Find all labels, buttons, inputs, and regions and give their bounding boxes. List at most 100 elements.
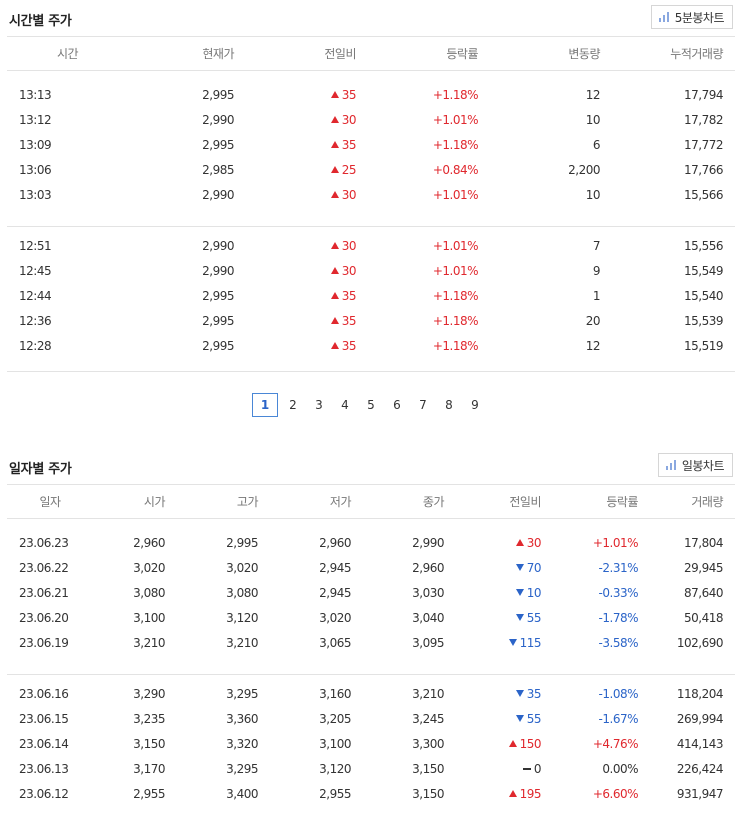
col-price: 현재가: [118, 36, 246, 71]
date-cell: 23.06.13: [19, 762, 69, 776]
low-cell: 3,020: [319, 611, 351, 625]
daily-row: 23.06.15 3,235 3,360 3,205 3,245 55 -1.67% 269,…: [7, 707, 735, 732]
daily-chart-label: 일봉차트: [681, 458, 725, 473]
rate-cell: -1.08%: [598, 687, 639, 701]
rate-cell: +1.01%: [432, 239, 479, 253]
price-cell: 2,995: [202, 339, 234, 353]
diff-value: 195: [519, 787, 542, 801]
daily-row: 23.06.16 3,290 3,295 3,160 3,210 35 -1.08% 118,…: [7, 682, 735, 707]
page-link-4[interactable]: 4: [341, 398, 349, 412]
change-cell: 1: [592, 289, 601, 303]
close-cell: 2,990: [412, 536, 444, 550]
intraday-row: 12:51 2,990 30 +1.01% 7 15,556: [7, 234, 735, 259]
page-link-9[interactable]: 9: [471, 398, 479, 412]
close-cell: 3,245: [412, 712, 444, 726]
page-link-1[interactable]: 1: [252, 393, 278, 417]
col-close: 종가: [363, 484, 456, 519]
volume-cell: 87,640: [684, 586, 724, 600]
diff-value: 30: [341, 264, 357, 278]
daily-section: 일자별 주가 일봉차트 일자 시가 고가 저가 종가 전일비 등락률 거래: [7, 448, 735, 807]
close-cell: 3,300: [412, 737, 444, 751]
diff-cell: 30: [246, 108, 368, 133]
diff-value: 0: [533, 762, 542, 776]
daily-title: 일자별 주가: [9, 462, 72, 477]
high-cell: 3,020: [226, 561, 258, 575]
diff-value: 30: [341, 113, 357, 127]
row-spacer: [7, 519, 735, 531]
change-cell: 6: [592, 138, 601, 152]
open-cell: 3,080: [133, 586, 165, 600]
intraday-row: 13:12 2,990 30 +1.01% 10 17,782: [7, 108, 735, 133]
time-cell: 13:12: [19, 113, 52, 127]
intraday-header: 시간별 주가 5분봉차트: [7, 0, 735, 36]
daily-row: 23.06.14 3,150 3,320 3,100 3,300 150 +4.76% 414…: [7, 732, 735, 757]
diff-value: 30: [526, 536, 542, 550]
five-min-chart-button[interactable]: 5분봉차트: [650, 5, 733, 29]
diff-value: 55: [526, 712, 542, 726]
open-cell: 3,235: [133, 712, 165, 726]
rate-cell: -1.78%: [598, 611, 639, 625]
price-cell: 2,990: [202, 264, 234, 278]
time-cell: 12:28: [19, 339, 52, 353]
triangle-down-icon: [515, 564, 524, 571]
high-cell: 2,995: [226, 536, 258, 550]
page-link-2[interactable]: 2: [289, 398, 297, 412]
dash-icon: [522, 768, 531, 770]
page-link-3[interactable]: 3: [315, 398, 323, 412]
page-link-6[interactable]: 6: [393, 398, 401, 412]
intraday-row: 13:09 2,995 35 +1.18% 6 17,772: [7, 133, 735, 158]
triangle-up-icon: [330, 91, 339, 98]
change-cell: 7: [592, 239, 601, 253]
row-spacer: [7, 71, 735, 83]
intraday-row: 13:03 2,990 30 +1.01% 10 15,566: [7, 183, 735, 208]
col-diff: 전일비: [456, 484, 553, 519]
daily-row: 23.06.20 3,100 3,120 3,020 3,040 55 -1.78% 50,4…: [7, 606, 735, 631]
divider-line: [7, 226, 735, 227]
triangle-down-icon: [515, 589, 524, 596]
price-cell: 2,995: [202, 138, 234, 152]
high-cell: 3,080: [226, 586, 258, 600]
cumulative-cell: 15,566: [684, 188, 724, 202]
cumulative-cell: 15,556: [684, 239, 724, 253]
diff-cell: 35: [456, 682, 553, 707]
bar-chart-icon: [665, 460, 676, 470]
diff-cell: 30: [456, 531, 553, 556]
diff-value: 150: [519, 737, 542, 751]
diff-value: 35: [341, 339, 357, 353]
diff-value: 30: [341, 239, 357, 253]
intraday-table: 시간 현재가 전일비 등락률 변동량 누적거래량 13:13 2,995 35 +1.…: [7, 36, 735, 372]
rate-cell: -0.33%: [598, 586, 639, 600]
price-cell: 2,990: [202, 239, 234, 253]
triangle-up-icon: [330, 242, 339, 249]
intraday-row: 13:06 2,985 25 +0.84% 2,200 17,766: [7, 158, 735, 183]
intraday-row: 12:45 2,990 30 +1.01% 9 15,549: [7, 259, 735, 284]
time-cell: 13:03: [19, 188, 52, 202]
triangle-down-icon: [515, 614, 524, 621]
change-cell: 9: [592, 264, 601, 278]
date-cell: 23.06.23: [19, 536, 69, 550]
triangle-up-icon: [330, 317, 339, 324]
volume-cell: 17,804: [684, 536, 724, 550]
col-diff: 전일비: [246, 36, 368, 71]
spacer-cell: [7, 71, 735, 83]
daily-chart-button[interactable]: 일봉차트: [657, 453, 733, 477]
volume-cell: 414,143: [676, 737, 724, 751]
high-cell: 3,360: [226, 712, 258, 726]
change-cell: 12: [585, 88, 601, 102]
time-cell: 12:36: [19, 314, 52, 328]
spacer-cell: [7, 358, 735, 372]
diff-cell: 35: [246, 83, 368, 108]
volume-cell: 102,690: [676, 636, 724, 650]
rate-cell: +1.01%: [432, 113, 479, 127]
page-link-8[interactable]: 8: [445, 398, 453, 412]
row-divider: [7, 208, 735, 234]
page-link-5[interactable]: 5: [367, 398, 375, 412]
daily-header-row: 일자 시가 고가 저가 종가 전일비 등락률 거래량: [7, 484, 735, 519]
high-cell: 3,210: [226, 636, 258, 650]
price-cell: 2,990: [202, 188, 234, 202]
diff-value: 25: [341, 163, 357, 177]
page-link-7[interactable]: 7: [419, 398, 427, 412]
diff-cell: 70: [456, 556, 553, 581]
time-cell: 12:51: [19, 239, 52, 253]
